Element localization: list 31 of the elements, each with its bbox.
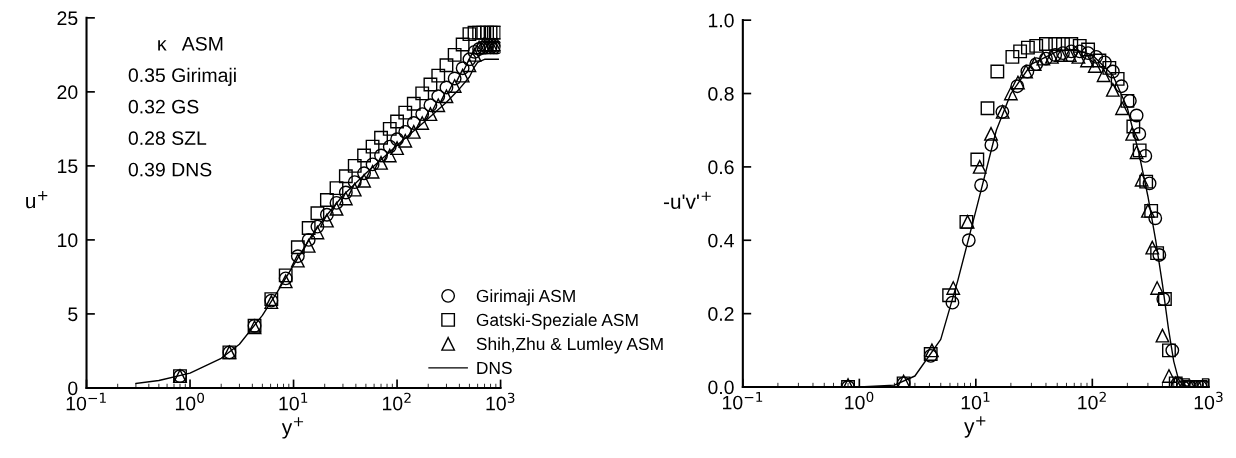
legend-label: Girimaji ASM xyxy=(476,289,575,306)
x-tick-label: 10$^{3}$ xyxy=(486,392,515,411)
y-tick-label: 10 xyxy=(58,233,78,248)
x-tick-label: 10$^{2}$ xyxy=(1078,391,1106,410)
y-tick-label: 20 xyxy=(57,85,78,100)
x-axis-title: y$^{+}$ xyxy=(964,416,986,438)
x-tick-label: 10$^{3}$ xyxy=(1194,391,1223,410)
legend-label: Shih,Zhu & Lumley ASM xyxy=(476,337,663,354)
x-tick-label: 10$^{0}$ xyxy=(845,391,874,410)
y-axis-title: -u'v'$^{+}$ xyxy=(663,191,711,209)
x-tick-label: 10$^{1}$ xyxy=(279,392,308,411)
x-tick-label: 10$^{2}$ xyxy=(382,392,411,411)
y-axis-title: u$^{+}$ xyxy=(26,190,48,209)
annotation: 0.39 DNS xyxy=(128,162,212,177)
y-tick-label: 0.2 xyxy=(708,307,734,321)
annotation: 0.28 SZL xyxy=(128,131,207,146)
y-tick-label: 1.0 xyxy=(708,13,734,28)
annotation: κ ASM xyxy=(158,36,223,51)
annotation: 0.35 Girimaji xyxy=(128,67,236,86)
legend-label: Gatski-Speziale ASM xyxy=(476,313,638,330)
x-axis-title: y$^{+}$ xyxy=(281,417,304,439)
x-tick-label: 10$^{1}$ xyxy=(961,391,990,410)
y-tick-label: 5 xyxy=(68,307,78,322)
legend-label: DNS xyxy=(477,361,512,375)
y-tick-label: 0.8 xyxy=(708,86,734,101)
y-tick-label: 0.6 xyxy=(708,160,734,175)
y-tick-label: 0.4 xyxy=(708,233,734,248)
y-tick-label: 25 xyxy=(57,11,78,26)
y-tick-label: 15 xyxy=(58,159,78,174)
annotation: 0.32 GS xyxy=(128,99,199,114)
x-tick-label: 10$^{0}$ xyxy=(175,392,205,411)
